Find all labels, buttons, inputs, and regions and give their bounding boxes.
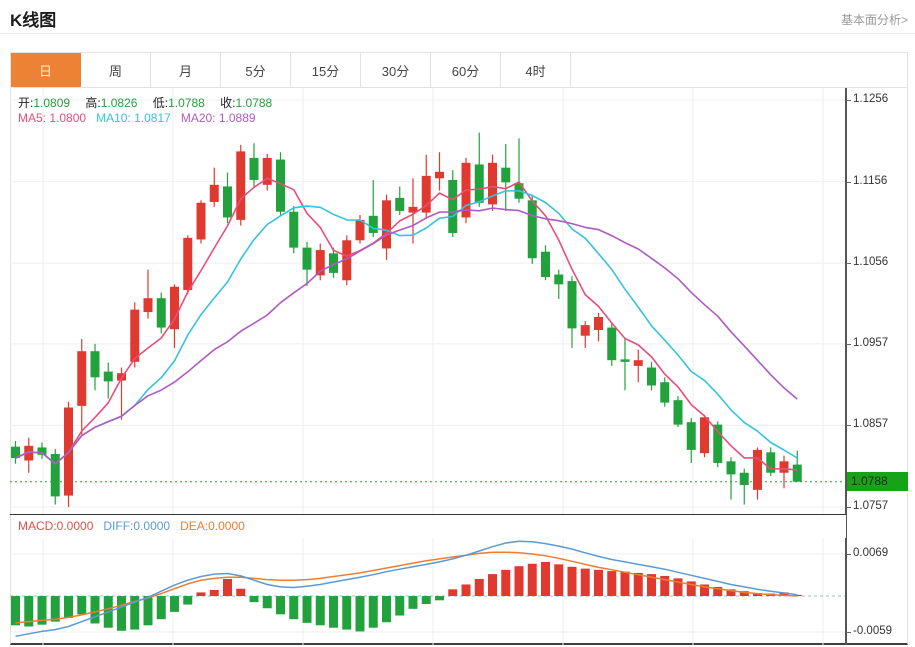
main-y-label-1: 1.1156	[853, 175, 888, 187]
tabbar-filler	[571, 53, 907, 87]
macd-y-label-1: -0.0059	[853, 625, 893, 637]
legend-macd: MACD:0.0000	[18, 519, 94, 533]
high-value: 1.0826	[100, 96, 138, 110]
main-y-label-4-tick	[846, 425, 851, 426]
macd-legend: MACD:0.0000 DIFF:0.0000 DEA:0.0000	[18, 519, 245, 533]
legend-dea: DEA:0.0000	[180, 519, 245, 533]
main-y-label-5: 1.0757	[853, 500, 889, 512]
legend-ma20: MA20: 1.0889	[180, 111, 256, 125]
tab-5min[interactable]: 5分	[221, 53, 291, 87]
legend-diff: DIFF:0.0000	[103, 519, 171, 533]
macd-y-label-0-tick	[846, 554, 851, 555]
open-label: 开:	[18, 96, 34, 110]
macd-y-label-0: 0.0069	[853, 547, 889, 559]
tab-15min[interactable]: 15分	[291, 53, 361, 87]
tab-week[interactable]: 周	[81, 53, 151, 87]
main-y-label-3-tick	[846, 344, 851, 345]
page-title: K线图	[10, 11, 57, 30]
legend-ma10: MA10: 1.0817	[96, 111, 171, 125]
main-y-label-0-tick	[846, 100, 851, 101]
ma-legend: MA5: 1.0800 MA10: 1.0817 MA20: 1.0889	[18, 111, 256, 125]
legend-ma5: MA5: 1.0800	[18, 111, 87, 125]
main-y-label-2-tick	[846, 263, 851, 264]
fundamental-analysis-link[interactable]: 基本面分析>	[840, 13, 908, 27]
panel-separator	[10, 514, 846, 515]
tab-4hour[interactable]: 4时	[501, 53, 571, 87]
main-y-label-2: 1.1056	[853, 256, 889, 268]
ohlc-legend: 开:1.0809 高:1.0826 低:1.0788 收:1.0788	[18, 94, 272, 111]
main-candlestick-canvas[interactable]	[10, 88, 846, 515]
period-tabbar: 日 周 月 5分 15分 30分 60分 4时	[10, 52, 908, 88]
main-y-label-4: 1.0857	[853, 418, 889, 430]
close-label: 收:	[220, 96, 236, 110]
y-axis-line	[846, 88, 847, 645]
tab-day[interactable]: 日	[11, 53, 81, 87]
current-price-tag: 1.0788	[847, 472, 908, 491]
tab-60min[interactable]: 60分	[431, 53, 501, 87]
macd-canvas[interactable]	[10, 538, 846, 645]
main-y-label-0: 1.1256	[853, 93, 889, 105]
header-divider	[0, 33, 915, 34]
low-label: 低:	[152, 96, 169, 110]
tab-month[interactable]: 月	[151, 53, 221, 87]
high-label: 高:	[85, 96, 101, 110]
main-y-label-1-tick	[846, 182, 851, 183]
main-y-label-5-tick	[846, 507, 851, 508]
low-value: 1.0788	[168, 96, 205, 110]
macd-y-label-1-tick	[846, 632, 851, 633]
close-value: 1.0788	[235, 96, 273, 110]
tab-30min[interactable]: 30分	[361, 53, 431, 87]
main-y-label-3: 1.0957	[853, 337, 889, 349]
chart-frame	[10, 88, 908, 645]
open-value: 1.0809	[33, 96, 71, 110]
